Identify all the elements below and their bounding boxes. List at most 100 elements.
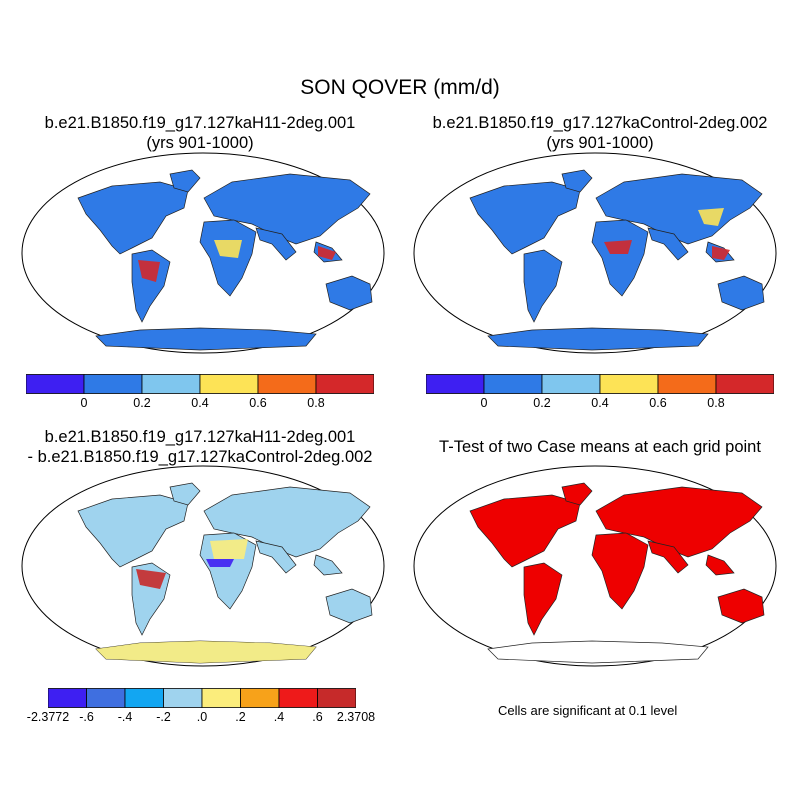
land-africa (591, 219, 649, 297)
panel-title-control-line1: b.e21.B1850.f19_g17.127kaControl-2deg.00… (432, 114, 768, 132)
panel-title-control-line2: (yrs 901-1000) (546, 134, 654, 152)
colorbar-tick-label: -.6 (79, 710, 94, 724)
colorbar-tick-label: 0.4 (591, 396, 609, 410)
land-arabia-india (647, 227, 689, 261)
colorbar-tick-label: 0 (80, 396, 88, 410)
colorbar-tick-label: -2.3772 (26, 710, 70, 724)
colorbar-tick-label: 0.8 (307, 396, 325, 410)
panel-title-control: b.e21.B1850.f19_g17.127kaControl-2deg.00… (400, 113, 800, 153)
panel-title-case: b.e21.B1850.f19_g17.127kaH11-2deg.001 (y… (0, 113, 400, 153)
panel-title-diff-line1: b.e21.B1850.f19_g17.127kaH11-2deg.001 (44, 428, 356, 446)
land-south-america (523, 562, 563, 636)
land-greenland (169, 169, 201, 193)
colorbar-tick-label: .6 (312, 710, 323, 724)
field-patch (206, 559, 234, 567)
panel-title-case-line2: (yrs 901-1000) (146, 134, 254, 152)
colorbar-swatch (315, 374, 374, 394)
colorbar-tick-label: 0 (480, 396, 488, 410)
colorbar-diff-swatches (48, 688, 356, 708)
land-arabia-india (255, 540, 297, 574)
land-australia (717, 588, 765, 624)
field-patch (136, 569, 166, 589)
map-panel-control (412, 150, 778, 356)
colorbar-swatch (26, 374, 85, 394)
field-patch (138, 260, 160, 282)
figure-title: SON QOVER (mm/d) (300, 76, 500, 99)
colorbar-swatch (141, 374, 201, 394)
colorbar-tick-label: .2 (235, 710, 246, 724)
colorbar-swatch (715, 374, 774, 394)
colorbar-swatch (541, 374, 601, 394)
colorbar-swatch (278, 688, 318, 708)
colorbar-tick-label: 0.6 (649, 396, 667, 410)
field-patch (318, 246, 336, 260)
colorbar-swatch (317, 688, 356, 708)
field-patch (698, 208, 724, 226)
colorbar-case: 0 0.2 0.4 0.6 0.8 (26, 374, 374, 414)
land-southeast-asia (313, 554, 343, 576)
colorbar-swatch (240, 688, 280, 708)
land-africa (591, 532, 649, 610)
land-north-america (469, 181, 581, 255)
map-diff (21, 465, 385, 667)
map-panel-diff (20, 463, 386, 669)
land-antarctica (95, 327, 317, 351)
land-antarctica (487, 640, 709, 664)
field-patch (96, 641, 316, 663)
field-patch (214, 240, 242, 258)
colorbar-swatch (48, 688, 87, 708)
colorbar-tick-label: -.4 (117, 710, 133, 724)
map-case (21, 152, 385, 354)
land-africa (199, 219, 257, 297)
colorbar-swatch (599, 374, 659, 394)
field-patch (712, 246, 730, 260)
significance-note: Cells are significant at 0.1 level (498, 703, 678, 718)
colorbar-swatch (86, 688, 126, 708)
colorbar-swatch (199, 374, 259, 394)
colorbar-tick-label: 0.2 (133, 396, 151, 410)
panel-title-diff: b.e21.B1850.f19_g17.127kaH11-2deg.001 - … (0, 427, 400, 467)
land-southeast-asia (705, 554, 735, 576)
land-australia (325, 588, 373, 624)
colorbar-tick-label: 2.3708 (336, 710, 376, 724)
colorbar-tick-label: 0.4 (191, 396, 209, 410)
colorbar-swatch (201, 688, 241, 708)
land-north-america (77, 494, 189, 568)
panel-title-diff-line2: - b.e21.B1850.f19_g17.127kaControl-2deg.… (27, 448, 373, 466)
colorbar-swatch (124, 688, 164, 708)
colorbar-swatch (483, 374, 543, 394)
field-patch (604, 240, 632, 254)
colorbar-swatch (657, 374, 717, 394)
colorbar-swatch (163, 688, 203, 708)
panel-title-ttest-line1: T-Test of two Case means at each grid po… (439, 438, 761, 456)
land-greenland (561, 169, 593, 193)
colorbar-tick-label: 0.2 (533, 396, 551, 410)
land-arabia-india (647, 540, 689, 574)
map-control (413, 152, 777, 354)
map-ttest (413, 465, 777, 667)
colorbar-control-swatches (426, 374, 774, 394)
land-south-america (523, 249, 563, 323)
colorbar-tick-label: 0.6 (249, 396, 267, 410)
colorbar-swatch (83, 374, 143, 394)
land-north-america (77, 181, 189, 255)
panel-title-case-line1: b.e21.B1850.f19_g17.127kaH11-2deg.001 (44, 114, 356, 132)
land-arabia-india (255, 227, 297, 261)
land-antarctica (487, 327, 709, 351)
land-australia (717, 275, 765, 311)
colorbar-diff: -2.3772 -.6 -.4 -.2 .0 .2 .4 .6 2.3708 (27, 688, 375, 728)
field-patch (210, 539, 248, 559)
colorbar-control: 0 0.2 0.4 0.6 0.8 (426, 374, 774, 414)
colorbar-tick-label: .4 (273, 710, 285, 724)
colorbar-tick-label: 0.8 (707, 396, 725, 410)
colorbar-swatch (257, 374, 317, 394)
colorbar-swatch (426, 374, 485, 394)
panel-title-ttest: T-Test of two Case means at each grid po… (400, 437, 800, 457)
colorbar-case-swatches (26, 374, 374, 394)
colorbar-tick-label: .0 (196, 710, 208, 724)
land-north-america (469, 494, 581, 568)
land-greenland (169, 482, 201, 506)
map-panel-ttest (412, 463, 778, 669)
map-panel-case (20, 150, 386, 356)
colorbar-tick-label: -.2 (156, 710, 171, 724)
